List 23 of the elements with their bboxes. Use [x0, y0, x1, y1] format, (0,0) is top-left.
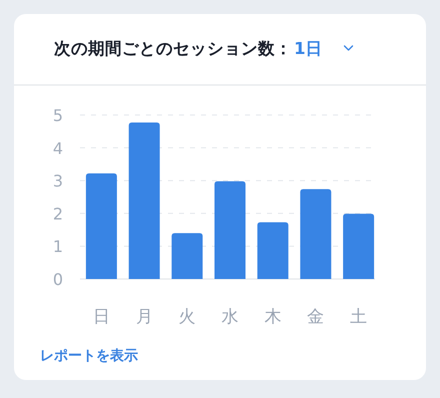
x-tick-label: 火 [178, 307, 196, 327]
text: レポートを表示 [40, 348, 138, 364]
bar [300, 189, 332, 279]
x-tick-label: 日 [92, 307, 110, 327]
x-tick-label: 土 [350, 307, 368, 327]
bar [257, 222, 288, 279]
x-tick-label: 木 [264, 307, 282, 327]
y-tick-label: 2 [52, 204, 64, 224]
bar [214, 181, 246, 279]
y-tick-label: 3 [52, 172, 64, 191]
bar [172, 233, 203, 279]
chart-title: 次の期間ごとのセッション数： [54, 39, 292, 58]
y-tick-label: 0 [52, 270, 64, 289]
bar [343, 214, 374, 279]
x-tick-label: 月 [136, 307, 153, 327]
bar [86, 173, 117, 279]
y-tick-label: 5 [52, 106, 64, 125]
x-tick-label: 金 [307, 307, 324, 327]
text: 1日 [294, 39, 322, 58]
bar [128, 122, 160, 279]
y-tick-label: 1 [52, 237, 64, 256]
x-tick-label: 水 [222, 307, 238, 327]
y-tick-label: 4 [52, 138, 64, 158]
